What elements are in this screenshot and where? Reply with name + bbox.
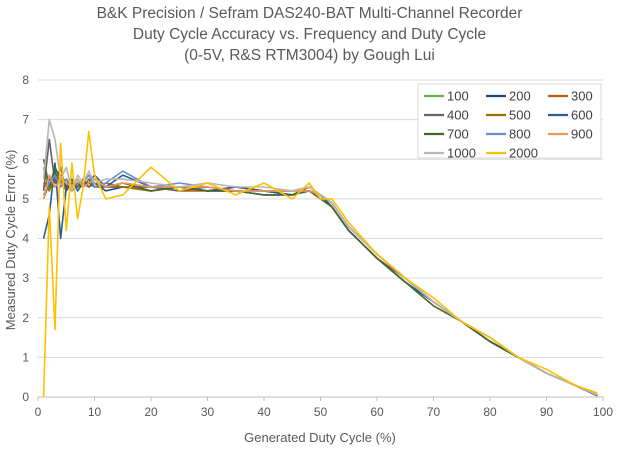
chart-title-line-3: (0-5V, R&S RTM3004) by Gough Lui [184, 47, 435, 64]
series-lines [42, 118, 598, 398]
legend-label-600: 600 [571, 108, 593, 123]
legend-label-100: 100 [447, 89, 469, 104]
legend-label-300: 300 [571, 89, 593, 104]
series-line-500 [42, 170, 598, 397]
legend-label-1000: 1000 [447, 146, 476, 161]
series-line-200 [42, 174, 598, 397]
series-line-2000 [42, 130, 598, 398]
series-line-100 [42, 167, 598, 396]
x-tick-label: 90 [540, 405, 554, 419]
y-tick-label: 6 [22, 152, 29, 166]
y-tick-label: 4 [22, 232, 29, 246]
x-tick-label: 20 [144, 405, 158, 419]
chart-title-line-2: Duty Cycle Accuracy vs. Frequency and Du… [132, 26, 487, 43]
y-tick-label: 2 [22, 311, 29, 325]
series-line-400 [42, 138, 598, 396]
y-tick-label: 0 [22, 390, 29, 404]
x-tick-label: 0 [35, 405, 42, 419]
legend-label-800: 800 [509, 127, 531, 142]
y-tick-label: 5 [22, 192, 29, 206]
legend-label-700: 700 [447, 127, 469, 142]
x-tick-label: 60 [370, 405, 384, 419]
y-axis-title: Measured Duty Cycle Error (%) [3, 150, 18, 331]
legend-label-900: 900 [571, 127, 593, 142]
x-tick-label: 70 [427, 405, 441, 419]
legend-box [417, 83, 602, 159]
x-tick-label: 100 [593, 405, 613, 419]
series-line-900 [42, 174, 598, 396]
legend-label-200: 200 [509, 89, 531, 104]
x-tick-label: 50 [314, 405, 328, 419]
legend-label-400: 400 [447, 108, 469, 123]
legend-label-500: 500 [509, 108, 531, 123]
legend: 100 200 300 400 500 600 700 800 900 1000 2000 [417, 83, 602, 161]
y-tick-label: 7 [22, 113, 29, 127]
x-tick-label: 80 [483, 405, 497, 419]
series-line-800 [42, 170, 598, 396]
chart-title-line-1: B&K Precision / Sefram DAS240-BAT Multi-… [96, 5, 523, 22]
y-tick-label: 3 [22, 271, 29, 285]
x-tick-label: 30 [201, 405, 215, 419]
x-tick-label: 10 [88, 405, 102, 419]
y-tick-label: 1 [22, 350, 29, 364]
series-line-300 [42, 178, 598, 396]
x-tick-label: 40 [257, 405, 271, 419]
y-tick-label: 8 [22, 73, 29, 87]
x-axis-title: Generated Duty Cycle (%) [244, 430, 396, 445]
legend-label-2000: 2000 [509, 146, 538, 161]
